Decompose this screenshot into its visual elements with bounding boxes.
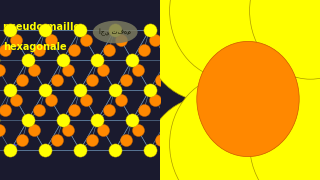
Point [112, 149, 117, 152]
Point [60, 119, 65, 122]
Point [54, 139, 60, 142]
Point [89, 139, 94, 142]
Point [95, 58, 100, 61]
Text: أجي تفهم: أجي تفهم [99, 28, 131, 36]
Point [25, 58, 30, 61]
Point [83, 38, 88, 41]
Point [95, 119, 100, 122]
Point [130, 119, 135, 122]
Text: pseudo maille: pseudo maille [3, 22, 80, 32]
Point [107, 109, 112, 112]
Point [48, 99, 53, 102]
Point [141, 48, 146, 51]
Point [135, 129, 140, 132]
Point [170, 68, 175, 71]
Point [14, 99, 19, 102]
Point [66, 68, 71, 71]
Circle shape [250, 0, 320, 79]
Point [8, 89, 13, 91]
Point [2, 109, 7, 112]
Point [124, 78, 129, 81]
Circle shape [224, 0, 320, 101]
Point [153, 38, 158, 41]
Point [77, 89, 83, 91]
Point [107, 48, 112, 51]
Point [48, 38, 53, 41]
Point [147, 149, 152, 152]
Circle shape [170, 0, 291, 79]
Circle shape [224, 97, 320, 180]
Point [43, 28, 48, 31]
Point [112, 28, 117, 31]
Circle shape [170, 76, 291, 180]
Point [60, 58, 65, 61]
Text: B: B [10, 144, 17, 154]
Point [135, 68, 140, 71]
Point [159, 78, 164, 81]
Point [20, 78, 25, 81]
Point [164, 119, 170, 122]
Point [100, 68, 106, 71]
Point [25, 119, 30, 122]
Point [43, 149, 48, 152]
Point [118, 99, 123, 102]
Point [37, 48, 42, 51]
Point [77, 149, 83, 152]
Text: s4: s4 [163, 32, 178, 42]
Point [77, 28, 83, 31]
Text: smpc: smpc [163, 4, 196, 14]
Point [72, 48, 77, 51]
Point [141, 109, 146, 112]
Point [147, 89, 152, 91]
Ellipse shape [93, 21, 138, 43]
Point [112, 89, 117, 91]
Point [124, 139, 129, 142]
Circle shape [144, 97, 266, 180]
Point [118, 38, 123, 41]
Point [8, 149, 13, 152]
Point [37, 109, 42, 112]
Text: Insa s3: Insa s3 [163, 58, 207, 68]
Point [130, 58, 135, 61]
Point [159, 139, 164, 142]
Circle shape [250, 76, 320, 180]
Point [8, 28, 13, 31]
Point [31, 129, 36, 132]
Point [72, 109, 77, 112]
Point [2, 48, 7, 51]
Point [14, 38, 19, 41]
Point [83, 99, 88, 102]
Text: hexagonale: hexagonale [3, 42, 67, 52]
Circle shape [197, 41, 299, 157]
Point [147, 28, 152, 31]
Point [54, 78, 60, 81]
Point [100, 129, 106, 132]
Point [0, 68, 1, 71]
Point [43, 89, 48, 91]
Circle shape [144, 0, 266, 101]
Point [170, 129, 175, 132]
Point [89, 78, 94, 81]
Point [66, 129, 71, 132]
Point [153, 99, 158, 102]
Point [164, 58, 170, 61]
Point [31, 68, 36, 71]
Point [20, 139, 25, 142]
Circle shape [206, 0, 309, 79]
Point [0, 129, 1, 132]
